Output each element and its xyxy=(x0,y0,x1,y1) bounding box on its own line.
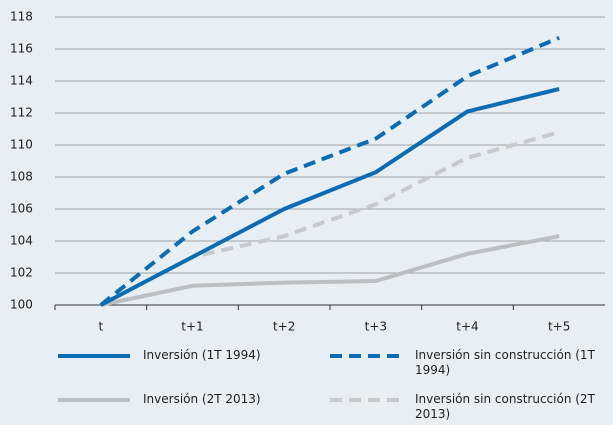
series-line xyxy=(100,234,560,307)
x-tick-label: t+5 xyxy=(548,320,570,334)
y-tick-label: 108 xyxy=(10,170,33,184)
x-tick-label: t+4 xyxy=(456,320,478,334)
y-tick-label: 110 xyxy=(10,138,33,152)
y-tick-label: 106 xyxy=(10,202,33,216)
y-tick-label: 104 xyxy=(10,234,33,248)
x-tick-label: t+3 xyxy=(365,320,387,334)
legend-label: Inversión sin construcción (2T 2013) xyxy=(415,392,595,421)
y-tick-label: 118 xyxy=(10,10,33,24)
y-tick-label: 100 xyxy=(10,298,33,312)
legend-label: Inversión sin construcción (1T 1994) xyxy=(415,348,595,377)
series-line xyxy=(99,87,560,307)
x-tick-label: t+2 xyxy=(273,320,295,334)
y-tick-label: 116 xyxy=(10,42,33,56)
x-tick-label: t+1 xyxy=(181,320,203,334)
series-line xyxy=(99,35,560,307)
y-tick-label: 112 xyxy=(10,106,33,120)
y-tick-label: 114 xyxy=(10,74,33,88)
y-tick-label: 102 xyxy=(10,266,33,280)
x-tick-label: t xyxy=(98,320,103,334)
legend-label: Inversión (2T 2013) xyxy=(143,392,261,406)
legend-label: Inversión (1T 1994) xyxy=(143,348,261,362)
